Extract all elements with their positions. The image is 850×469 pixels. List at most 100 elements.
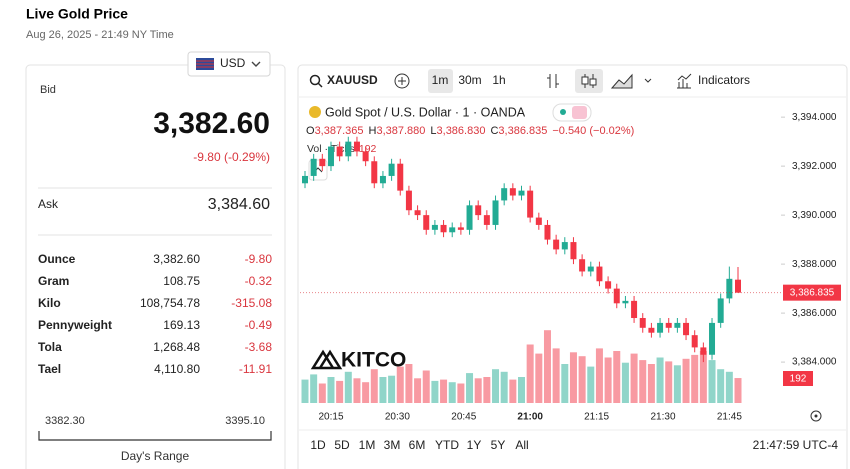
ohlc-value: 3,386.835 — [498, 125, 547, 137]
candle-body — [674, 322, 681, 328]
volume-bar — [535, 353, 543, 403]
bars-icon[interactable] — [547, 74, 559, 88]
x-tick-label: 21:30 — [650, 412, 675, 423]
ohlc-key: C — [490, 125, 498, 137]
bid-price: 3,382.60 — [153, 107, 270, 140]
volume-bar — [318, 383, 326, 403]
volume-bar — [595, 348, 603, 403]
candles-button[interactable] — [575, 69, 603, 93]
unit-change: -3.68 — [245, 340, 273, 354]
indicators-button[interactable]: Indicators — [698, 73, 750, 87]
plus-icon — [398, 77, 406, 85]
ohlc-key: H — [369, 125, 377, 137]
candle-body — [639, 318, 646, 328]
volume-bar — [639, 360, 647, 403]
candle-body — [449, 227, 456, 233]
currency: USD — [220, 56, 246, 70]
candle-body — [397, 163, 404, 191]
candle-body — [336, 146, 343, 157]
y-tick-label: 3,384.000 — [792, 357, 837, 368]
indicators-icon — [677, 73, 692, 89]
x-tick-label: 20:15 — [318, 412, 343, 423]
y-tick-label: 3,392.000 — [792, 161, 837, 172]
candle-body — [466, 205, 473, 230]
volume-bar — [500, 371, 508, 403]
volume-bar — [483, 377, 491, 403]
candle-body — [319, 158, 326, 167]
ohlc-value: 3,386.830 — [437, 125, 486, 137]
settings-icon — [814, 414, 818, 418]
volume-bar — [518, 377, 525, 403]
volume-bar — [691, 354, 699, 403]
volume-bar — [717, 369, 725, 403]
ohlc-change: −0.540 (−0.02%) — [552, 125, 634, 137]
range-button[interactable]: 5Y — [491, 438, 506, 452]
volume-tag-bg — [783, 371, 813, 386]
candle-body — [371, 161, 378, 184]
candle-body — [379, 175, 386, 184]
range-button[interactable]: 5D — [334, 438, 350, 452]
volume-bar — [552, 348, 560, 403]
range-button[interactable]: 1M — [359, 438, 376, 452]
chart-legend: Gold Spot / U.S. Dollar · 1 · OANDA — [325, 105, 526, 119]
chevron[interactable] — [644, 78, 652, 83]
y-tick-label: 3,390.000 — [792, 210, 837, 221]
volume-bar — [621, 362, 629, 403]
candle-body — [631, 300, 638, 319]
range-button[interactable]: 3M — [384, 438, 401, 452]
volume-bar — [379, 377, 387, 403]
compare-button[interactable] — [394, 73, 410, 89]
unit-name: Kilo — [38, 296, 61, 310]
y-tick-label: 3,394.000 — [792, 112, 837, 123]
range-button[interactable]: 1Y — [467, 438, 482, 452]
unit-price: 4,110.80 — [154, 362, 200, 376]
volume-bar — [370, 369, 378, 403]
candle-body — [596, 266, 603, 282]
candle-body — [518, 190, 525, 196]
candle-body — [501, 188, 508, 201]
chevron — [251, 61, 261, 67]
volume-bar — [526, 344, 534, 403]
settings-icon[interactable] — [810, 410, 822, 422]
volume-bar — [509, 379, 517, 403]
unit-price: 108,754.78 — [140, 296, 200, 310]
x-tick-label: 21:15 — [584, 412, 609, 423]
volume-bar — [388, 375, 396, 403]
range-button[interactable]: All — [515, 438, 528, 452]
page-title: Live Gold Price — [26, 6, 128, 22]
volume-bar — [665, 361, 673, 403]
candle-body — [544, 224, 551, 240]
range-button[interactable]: 6M — [409, 438, 426, 452]
interval-selected — [428, 69, 453, 93]
range-high: 3395.10 — [225, 415, 265, 427]
unit-price: 3,382.60 — [153, 252, 200, 266]
candle-body — [587, 266, 594, 272]
search-icon[interactable] — [309, 74, 321, 86]
unit-price: 169.13 — [163, 318, 200, 332]
candle-body — [405, 190, 412, 211]
price-card — [25, 64, 286, 469]
volume-bar — [725, 371, 733, 403]
unit-price: 1,268.48 — [153, 340, 200, 354]
candle-body — [648, 327, 655, 333]
volume-bar — [422, 370, 430, 403]
candle-body — [423, 215, 430, 230]
area-icon[interactable] — [610, 73, 633, 89]
symbol[interactable]: XAUUSD — [327, 73, 378, 87]
volume-bar — [734, 378, 742, 403]
volume-bar — [362, 382, 370, 403]
range-button[interactable]: 1D — [310, 438, 326, 452]
candle-body — [310, 158, 317, 176]
candle-body — [492, 200, 499, 225]
range-button[interactable]: YTD — [435, 438, 459, 452]
candle-body — [475, 205, 482, 216]
interval-button[interactable]: 1h — [492, 73, 505, 87]
volume-bar — [647, 364, 655, 403]
interval-button[interactable]: 30m — [458, 73, 481, 87]
volume-bar — [656, 357, 664, 403]
volume-bar — [613, 351, 621, 403]
candle-body — [683, 322, 690, 336]
candle-body — [345, 141, 352, 157]
interval-button[interactable]: 1m — [432, 73, 449, 87]
